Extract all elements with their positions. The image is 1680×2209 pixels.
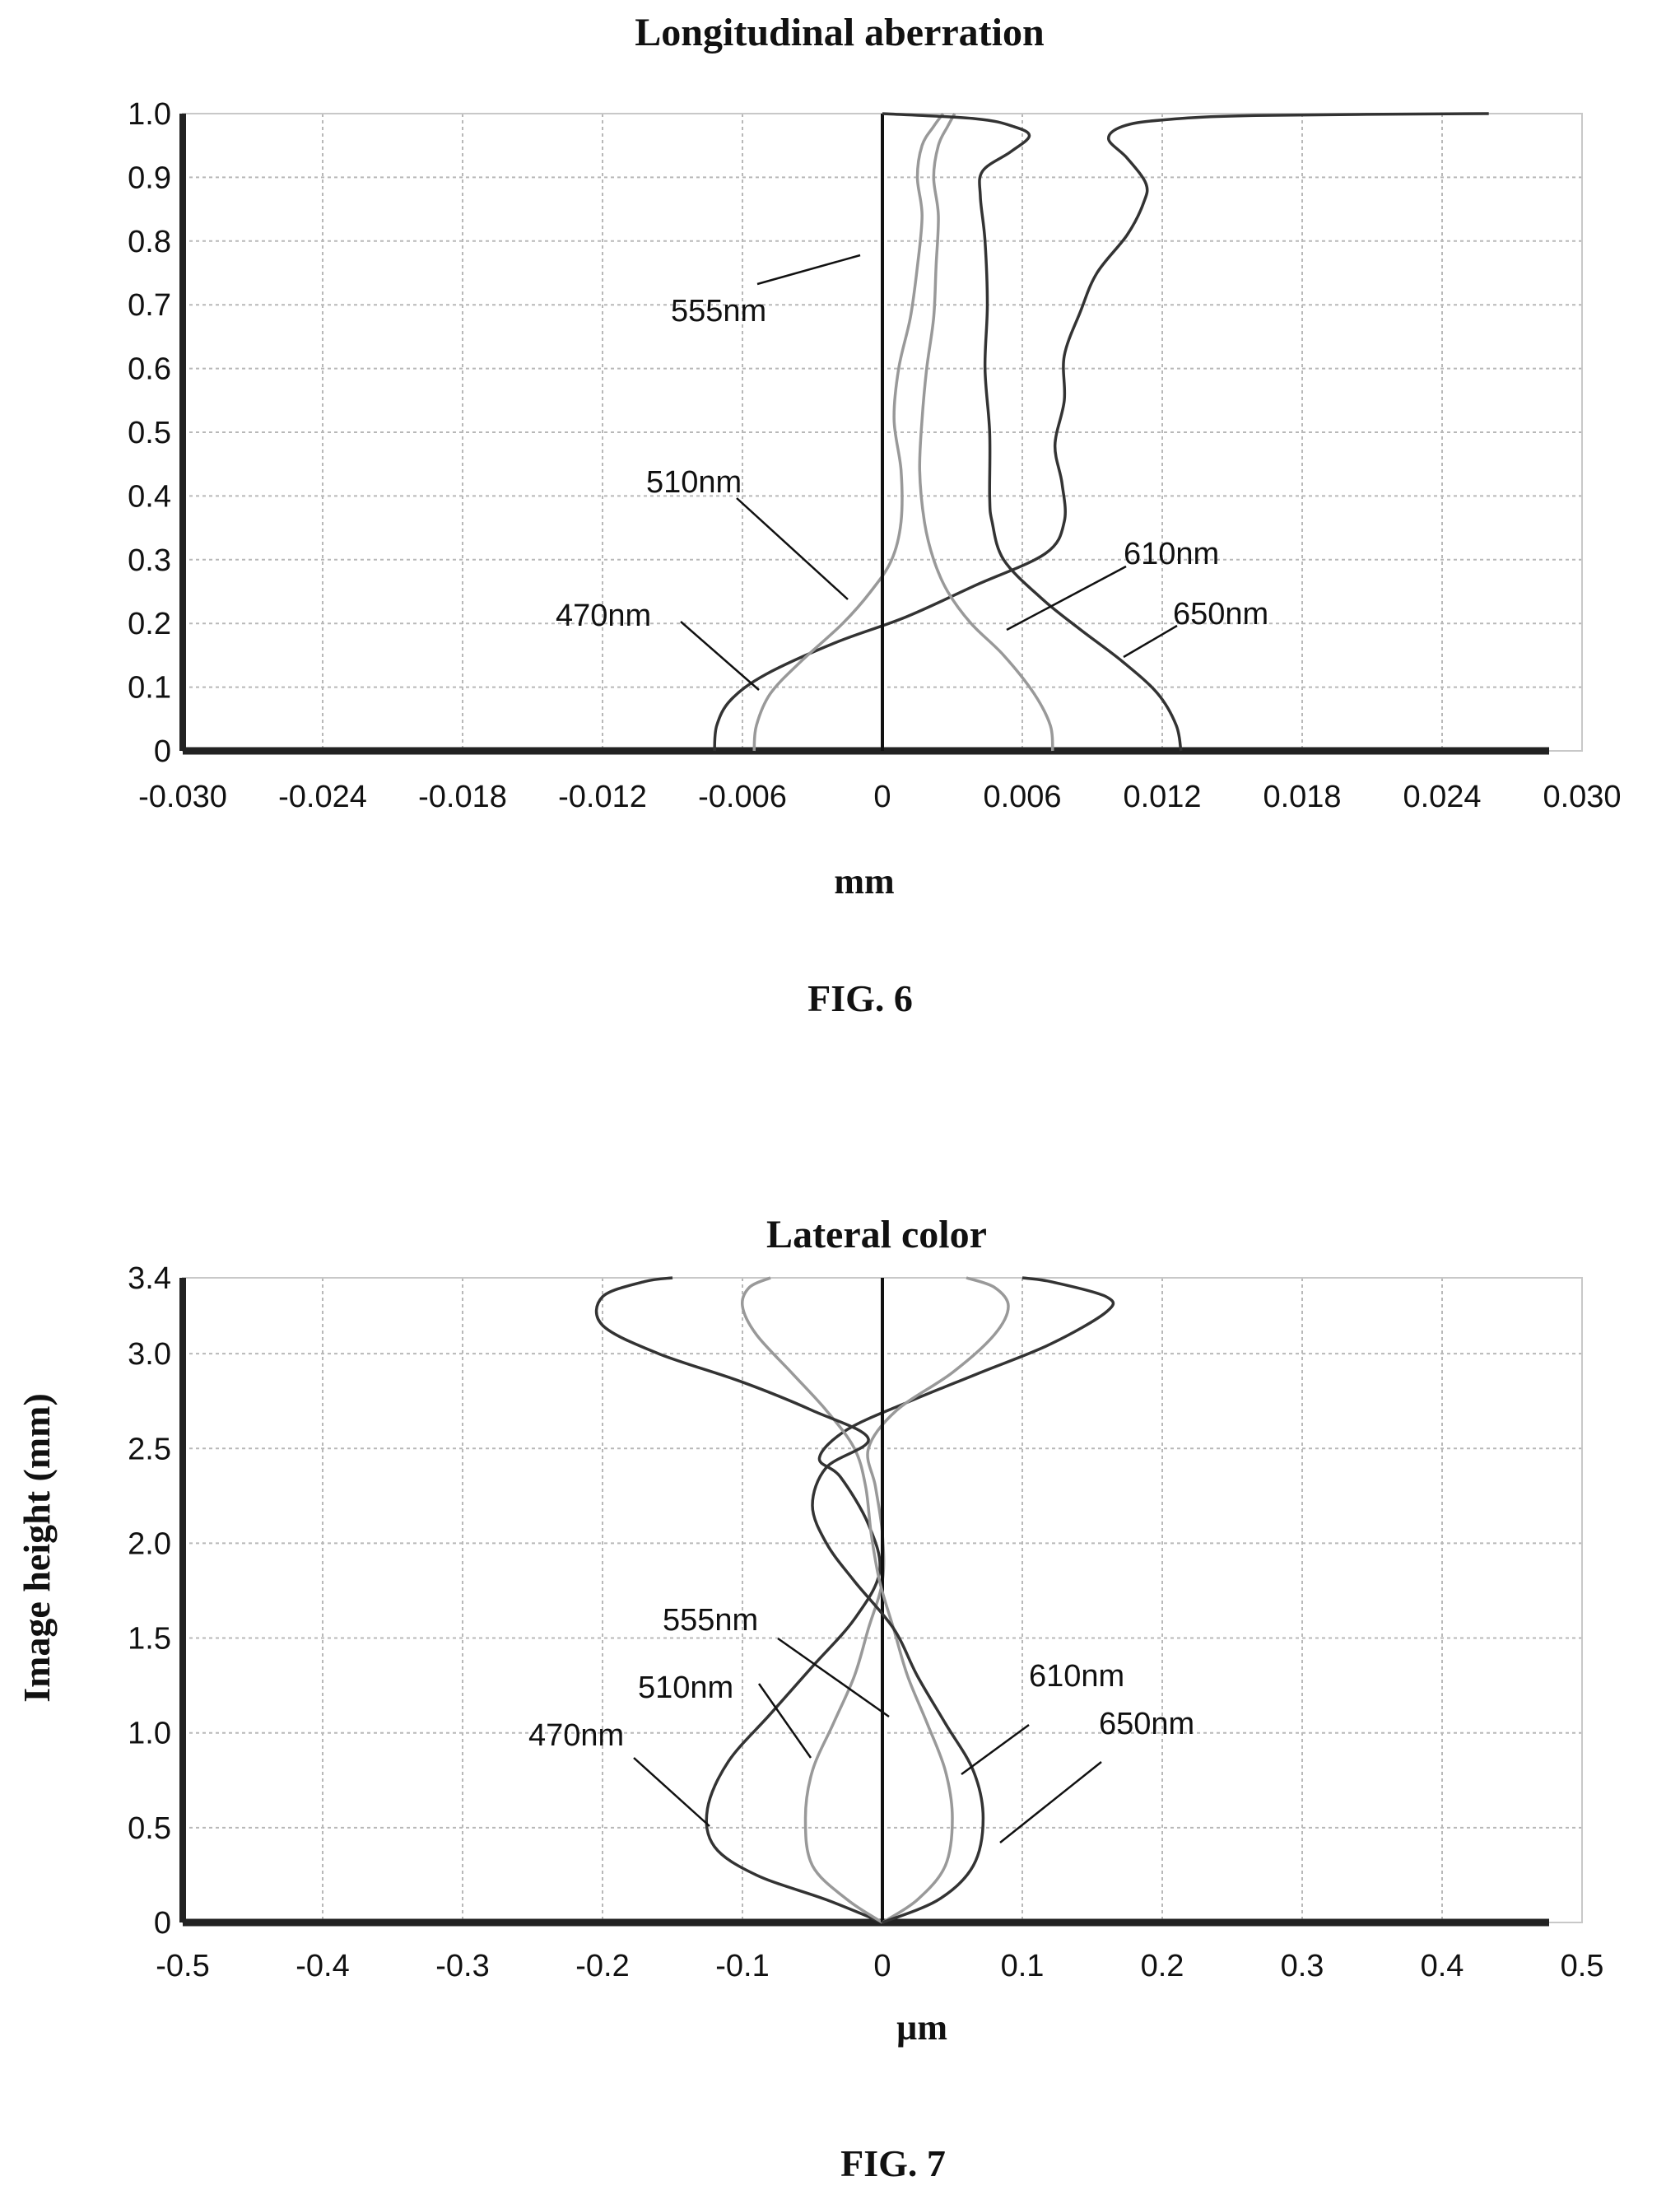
- annotation-leader-555nm: [777, 1637, 890, 1718]
- y-tick-label: 0.8: [128, 225, 171, 259]
- annotation-610nm: 610nm: [1124, 537, 1219, 571]
- chart-title: Longitudinal aberration: [635, 11, 1044, 54]
- y-tick-label: 0.5: [128, 1811, 171, 1846]
- series-510nm: [752, 112, 945, 752]
- series-470nm: [713, 112, 1489, 752]
- annotation-650nm: 650nm: [1099, 1707, 1194, 1741]
- series-650nm: [882, 112, 1183, 752]
- x-tick-label: -0.030: [138, 780, 227, 814]
- annotation-470nm: 470nm: [556, 599, 651, 633]
- y-tick-label: 0.7: [128, 288, 171, 323]
- figure-caption: FIG. 6: [807, 977, 913, 1019]
- y-axis-ticks: 0 0.1 0.2 0.3 0.4 0.5 0.6 0.7 0.8 0.9 1.0: [128, 97, 171, 769]
- x-tick-label: -0.012: [558, 780, 647, 814]
- x-axis-label: µm: [896, 2007, 947, 2048]
- x-axis-ticks: -0.5 -0.4 -0.3 -0.2 -0.1 0 0.1 0.2 0.3 0.4 0.5: [156, 1949, 1603, 1983]
- annotation-leader-610nm: [961, 1723, 1030, 1776]
- annotation-610nm: 610nm: [1029, 1659, 1124, 1694]
- annotation-leader-470nm: [633, 1757, 710, 1827]
- annotation-leader-555nm: [756, 254, 861, 286]
- y-tick-label: 2.5: [128, 1432, 171, 1466]
- y-axis-label: Image height (mm): [16, 1393, 58, 1703]
- y-tick-label: 3.4: [128, 1261, 171, 1296]
- x-tick-label: 0.018: [1263, 780, 1341, 814]
- y-tick-label: 0: [154, 734, 171, 769]
- annotation-470nm: 470nm: [528, 1718, 624, 1753]
- x-tick-label: 0: [873, 1949, 891, 1983]
- annotations: 555nm 510nm 470nm 610nm 650nm: [528, 1603, 1194, 1843]
- y-axis-ticks: 0 0.5 1.0 1.5 2.0 2.5 3.0 3.4: [128, 1261, 171, 1941]
- x-tick-label: 0.5: [1561, 1949, 1604, 1983]
- x-tick-label: 0.4: [1421, 1949, 1464, 1983]
- series-650nm: [594, 1276, 985, 1924]
- y-tick-label: 0.4: [128, 479, 171, 514]
- annotation-leader-650nm: [1123, 624, 1178, 659]
- annotation-leader-650nm: [999, 1761, 1102, 1843]
- x-tick-label: 0.1: [1001, 1949, 1045, 1983]
- figure-caption: FIG. 7: [840, 2142, 946, 2184]
- annotation-510nm: 510nm: [638, 1671, 733, 1705]
- annotation-leader-510nm: [736, 497, 849, 600]
- lateral-color-chart: Lateral color Image height (mm) -0.5 -0.4…: [16, 1213, 1603, 2184]
- x-tick-label: 0.030: [1543, 780, 1621, 814]
- annotations: 555nm 510nm 470nm 610nm 650nm: [556, 254, 1268, 691]
- y-tick-label: 0.3: [128, 543, 171, 578]
- x-axis-label: mm: [834, 861, 894, 902]
- y-tick-label: 0.9: [128, 161, 171, 195]
- annotation-leader-610nm: [1006, 565, 1127, 631]
- annotation-leader-510nm: [757, 1683, 812, 1759]
- y-tick-label: 0.6: [128, 352, 171, 387]
- series-lines: [594, 1276, 1115, 1924]
- y-tick-label: 0.2: [128, 607, 171, 641]
- x-tick-label: 0: [873, 780, 891, 814]
- annotation-555nm: 555nm: [671, 294, 766, 329]
- annotation-555nm: 555nm: [663, 1603, 758, 1638]
- x-tick-label: -0.4: [296, 1949, 349, 1983]
- y-tick-label: 0: [154, 1906, 171, 1941]
- y-tick-label: 3.0: [128, 1337, 171, 1372]
- longitudinal-aberration-chart: Longitudinal aberration -0.030 -0.024 -0.0…: [128, 11, 1621, 1019]
- y-tick-label: 1.0: [128, 1717, 171, 1751]
- series-610nm: [740, 1276, 954, 1924]
- x-tick-label: 0.006: [983, 780, 1061, 814]
- series-lines: [713, 112, 1489, 752]
- annotation-510nm: 510nm: [646, 465, 742, 500]
- annotation-leader-470nm: [680, 621, 760, 691]
- chart-title: Lateral color: [766, 1213, 987, 1256]
- x-tick-label: 0.012: [1123, 780, 1201, 814]
- series-610nm: [918, 113, 1054, 752]
- y-tick-label: 1.0: [128, 97, 171, 132]
- x-tick-label: -0.1: [715, 1949, 769, 1983]
- x-tick-label: -0.024: [278, 780, 367, 814]
- x-tick-label: -0.018: [418, 780, 507, 814]
- y-tick-label: 0.1: [128, 671, 171, 706]
- x-tick-label: -0.2: [575, 1949, 629, 1983]
- y-tick-label: 2.0: [128, 1526, 171, 1561]
- x-tick-label: 0.3: [1281, 1949, 1324, 1983]
- x-axis-ticks: -0.030 -0.024 -0.018 -0.012 -0.006 0 0.006 0.01…: [138, 780, 1621, 814]
- x-tick-label: -0.3: [435, 1949, 489, 1983]
- x-tick-label: 0.2: [1141, 1949, 1184, 1983]
- x-tick-label: -0.5: [156, 1949, 209, 1983]
- series-470nm: [705, 1276, 1115, 1924]
- y-tick-label: 0.5: [128, 416, 171, 450]
- y-tick-label: 1.5: [128, 1622, 171, 1657]
- x-tick-label: 0.024: [1403, 780, 1481, 814]
- x-tick-label: -0.006: [698, 780, 787, 814]
- annotation-650nm: 650nm: [1173, 597, 1268, 631]
